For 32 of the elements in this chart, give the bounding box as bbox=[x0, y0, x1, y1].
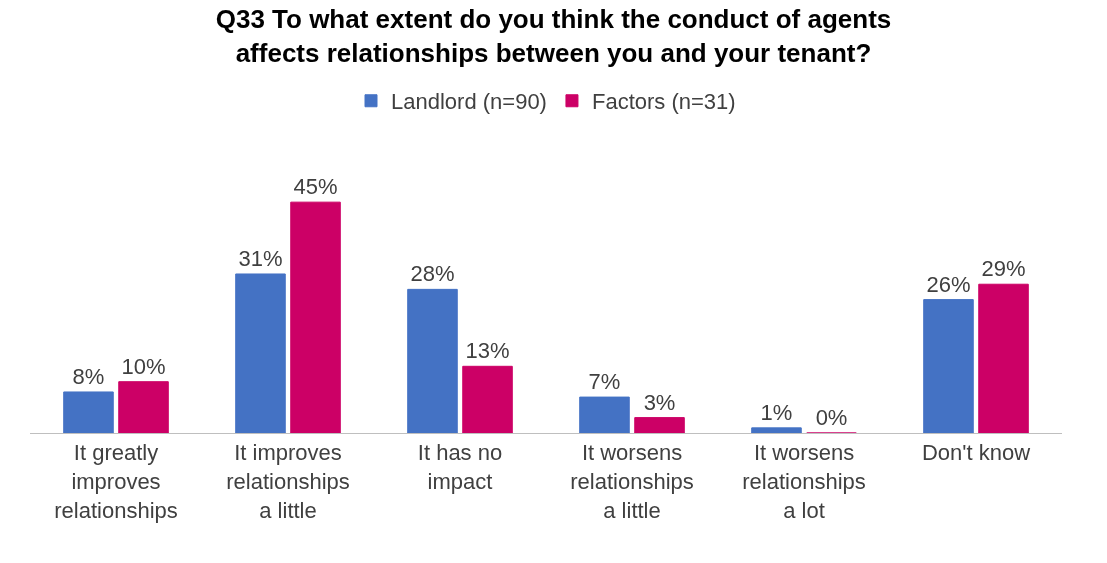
data-label: 29% bbox=[981, 256, 1026, 282]
bar bbox=[579, 396, 630, 433]
legend-label: Landlord (n=90) bbox=[391, 89, 547, 115]
data-label: 28% bbox=[410, 261, 455, 287]
x-tick-label: It worsens relationships a little bbox=[570, 440, 694, 523]
bar bbox=[235, 273, 286, 433]
bar bbox=[118, 381, 169, 433]
legend-label: Factors (n=31) bbox=[591, 89, 736, 115]
bar bbox=[462, 365, 513, 433]
data-label: 26% bbox=[926, 271, 971, 297]
data-label: 10% bbox=[121, 353, 166, 379]
bar bbox=[634, 417, 685, 433]
bar bbox=[63, 391, 114, 433]
data-label: 0% bbox=[815, 405, 848, 430]
data-label: 13% bbox=[465, 338, 510, 364]
data-label: 45% bbox=[293, 174, 338, 200]
x-tick-label: Don't know bbox=[921, 440, 1031, 466]
x-tick-label: It has no impact bbox=[417, 440, 503, 494]
bar bbox=[978, 283, 1029, 433]
data-label: 1% bbox=[760, 399, 793, 425]
data-label: 7% bbox=[588, 369, 621, 395]
data-label: 8% bbox=[72, 363, 105, 389]
bar bbox=[751, 427, 802, 433]
x-tick-label: It improves relationships a little bbox=[226, 440, 350, 523]
data-label: 3% bbox=[643, 389, 676, 415]
x-tick-label: It worsens relationships a lot bbox=[742, 440, 866, 523]
x-tick-label: It greatly improves relationships bbox=[54, 440, 178, 523]
bar bbox=[923, 299, 974, 433]
chart-title: Q33 To what extent do you think the conduct of agents affects relationships between you and your tenant? bbox=[215, 4, 892, 68]
bar bbox=[290, 201, 341, 433]
bar bbox=[407, 288, 458, 433]
data-label: 31% bbox=[238, 245, 283, 271]
